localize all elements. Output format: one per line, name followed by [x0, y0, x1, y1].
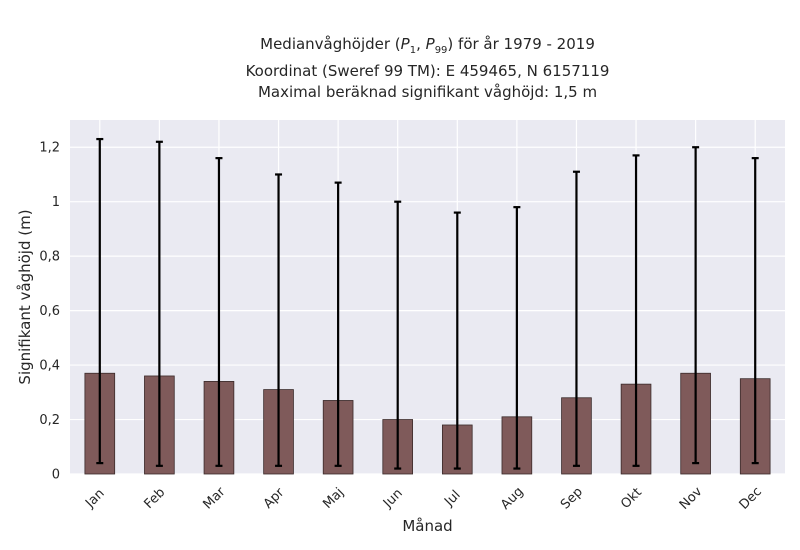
x-tick-label-jan: Jan: [82, 486, 107, 511]
x-tick-label-jul: Jul: [441, 488, 463, 510]
x-axis-label: Månad: [402, 517, 452, 535]
y-tick-label: 0: [52, 468, 60, 483]
chart-subtitle-max-height: Maximal beräknad signifikant våghöjd: 1,…: [257, 83, 598, 101]
y-tick-label: 0,8: [39, 250, 60, 265]
plot-area: [70, 120, 785, 474]
x-tick-label-feb: Feb: [141, 485, 168, 512]
x-tick-label-nov: Nov: [677, 484, 706, 513]
error-bars: [96, 137, 759, 470]
x-tick-label-maj: Maj: [320, 485, 347, 512]
x-tick-label-sep: Sep: [558, 485, 586, 513]
x-axis: Jan Feb Mar Apr Maj Jun Jul Aug Sep Okt Nov Dec: [82, 484, 765, 513]
chart-title: Medianvåghöjder (P1, P99) för år 1979 - …: [70, 34, 785, 103]
x-tick-label-okt: Okt: [618, 485, 645, 512]
y-axis: 0 0,2 0,4 0,6 0,8 1 1,2: [39, 141, 60, 483]
y-tick-label: 1: [52, 195, 60, 210]
x-tick-label-mar: Mar: [201, 484, 229, 512]
y-axis-label: Signifikant våghöjd (m): [16, 209, 34, 384]
x-tick-label-aug: Aug: [498, 484, 527, 513]
y-tick-label: 1,2: [39, 141, 60, 156]
y-tick-label: 0,2: [39, 413, 60, 428]
y-tick-label: 0,6: [39, 304, 60, 319]
x-tick-label-apr: Apr: [261, 485, 288, 512]
y-tick-label: 0,4: [39, 359, 60, 374]
x-tick-label-jun: Jun: [380, 486, 406, 512]
x-tick-label-dec: Dec: [737, 484, 765, 512]
chart-subtitle-coordinates: Koordinat (Sweref 99 TM): E 459465, N 61…: [245, 62, 610, 80]
chart-title-line-1: Medianvåghöjder (P1, P99) för år 1979 - …: [260, 35, 595, 56]
